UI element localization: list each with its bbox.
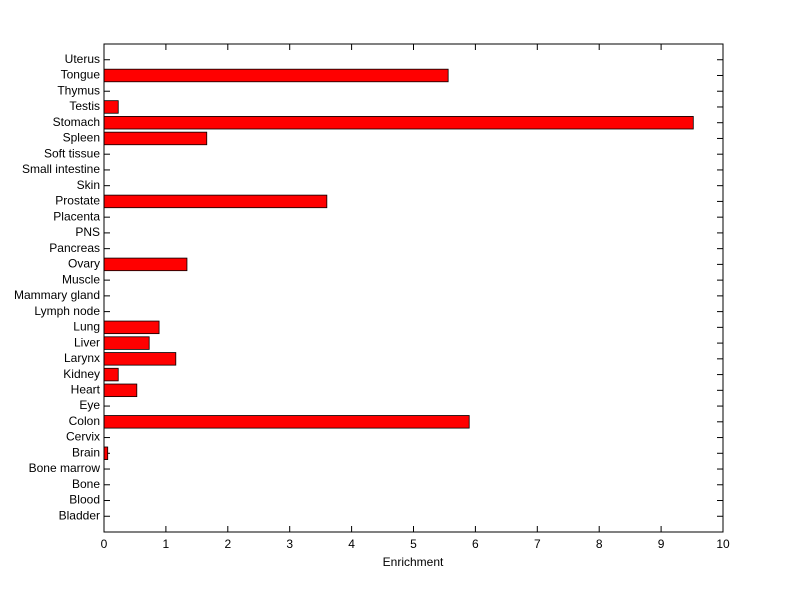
y-tick-label: Cervix: [66, 430, 100, 444]
y-tick-label: Thymus: [57, 83, 100, 97]
y-tick-label: Bone marrow: [29, 461, 101, 475]
axes-frame: [103, 43, 724, 533]
bar: [103, 257, 188, 272]
x-tick-label: 5: [410, 537, 417, 551]
bar: [103, 131, 208, 146]
y-tick-label: Spleen: [63, 131, 100, 145]
y-tick-label: Kidney: [63, 367, 100, 381]
bar: [103, 446, 109, 460]
x-tick-label: 0: [101, 537, 108, 551]
y-tick-label: Soft tissue: [44, 146, 100, 160]
y-tick-label: Colon: [69, 414, 100, 428]
x-tick-label: 6: [472, 537, 479, 551]
y-tick-label: Small intestine: [22, 162, 100, 176]
x-tick-label: 4: [348, 537, 355, 551]
bar: [103, 352, 177, 366]
bar: [103, 100, 119, 114]
bar: [103, 68, 449, 83]
y-tick-label: Heart: [71, 382, 101, 396]
y-tick-label: Bone: [72, 477, 100, 491]
y-tick-label: Liver: [74, 335, 100, 349]
x-tick-label: 7: [534, 537, 541, 551]
bar: [103, 320, 160, 335]
y-tick-label: Blood: [69, 493, 100, 507]
y-tick-label: Skin: [77, 178, 100, 192]
x-tick-label: 2: [224, 537, 231, 551]
y-tick-label: Mammary gland: [14, 288, 100, 302]
y-tick-label: Larynx: [64, 351, 100, 365]
y-tick-label: Placenta: [53, 209, 100, 223]
y-tick-label: Pancreas: [49, 241, 100, 255]
y-tick-label: Lung: [73, 320, 100, 334]
y-tick-label: Muscle: [62, 272, 100, 286]
x-tick-label: 1: [163, 537, 170, 551]
x-axis-label: Enrichment: [383, 555, 444, 569]
y-tick-label: Ovary: [68, 257, 100, 271]
y-tick-label: Stomach: [53, 115, 100, 129]
bar: [103, 336, 150, 350]
bar: [103, 116, 694, 130]
bar: [103, 383, 138, 398]
y-tick-label: Lymph node: [34, 304, 100, 318]
x-tick-label: 10: [716, 537, 730, 551]
bar: [103, 194, 328, 209]
y-tick-label: Uterus: [65, 52, 100, 66]
y-tick-label: Brain: [72, 445, 100, 459]
x-tick-label: 8: [596, 537, 603, 551]
y-tick-label: PNS: [75, 225, 100, 239]
bar: [103, 367, 119, 382]
y-tick-label: Eye: [79, 398, 100, 412]
y-tick-label: Bladder: [59, 508, 100, 522]
y-tick-label: Testis: [69, 99, 100, 113]
y-tick-label: Prostate: [55, 194, 100, 208]
x-tick-label: 9: [658, 537, 665, 551]
y-tick-label: Tongue: [61, 68, 101, 82]
bar: [103, 415, 470, 429]
x-tick-label: 3: [286, 537, 293, 551]
